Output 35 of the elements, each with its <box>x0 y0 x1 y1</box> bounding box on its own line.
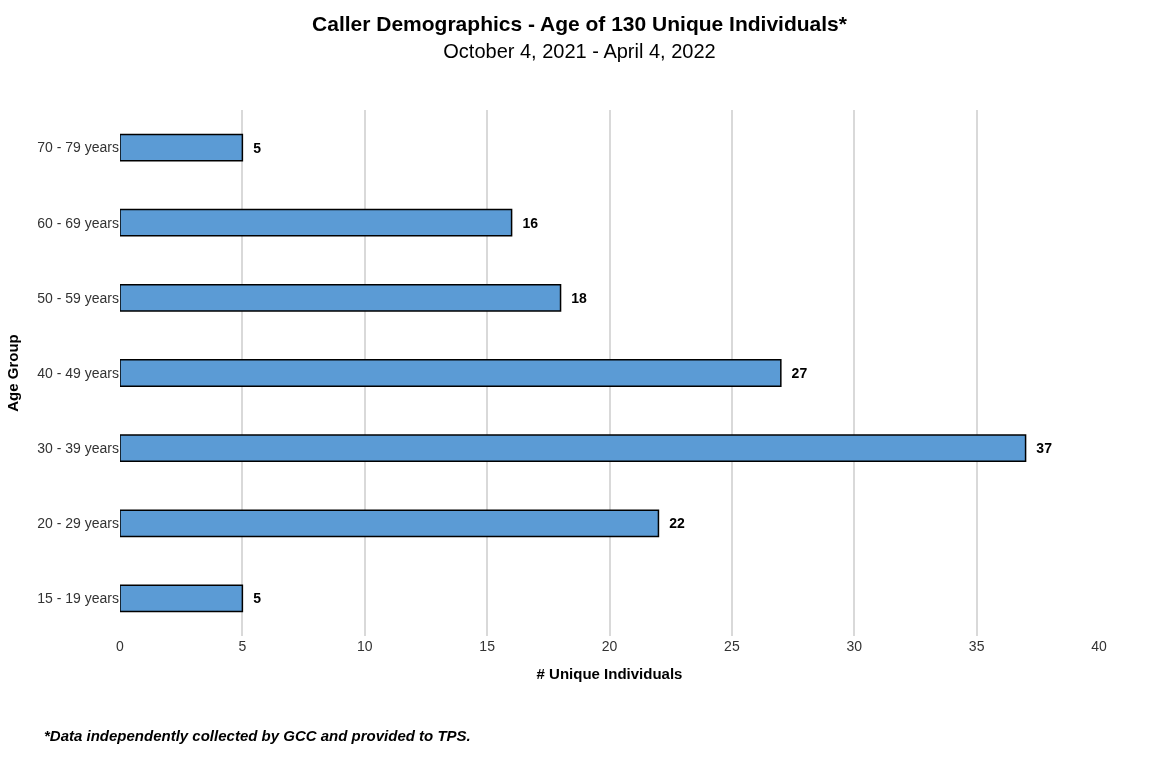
x-tick-label: 0 <box>116 638 125 654</box>
data-label: 22 <box>661 515 686 532</box>
x-tick-label: 25 <box>724 638 740 654</box>
x-tick-label: 15 <box>479 638 496 654</box>
bar <box>120 208 513 237</box>
x-axis-title: # Unique Individuals <box>536 665 683 682</box>
x-tick-label: 5 <box>238 638 247 654</box>
y-tick-label: 40 - 49 years <box>37 364 119 381</box>
bar <box>120 133 244 162</box>
data-label: 18 <box>563 289 588 306</box>
x-tick-label: 30 <box>846 638 863 654</box>
bar <box>120 509 660 538</box>
data-label: 27 <box>783 365 808 381</box>
y-axis-title: Age Group <box>3 334 21 412</box>
bar <box>120 584 244 613</box>
chart-title: Caller Demographics - Age of 130 Unique Individuals* <box>312 11 848 35</box>
x-tick-label: 20 <box>601 638 618 654</box>
data-label: 5 <box>245 590 262 607</box>
chart-subtitle: October 4, 2021 - April 4, 2022 <box>443 39 716 62</box>
y-tick-label: 60 - 69 years <box>37 214 119 231</box>
bar <box>120 359 782 387</box>
y-tick-label: 15 - 19 years <box>37 590 119 607</box>
data-label: 37 <box>1028 440 1053 457</box>
x-tick-label: 10 <box>356 638 373 654</box>
bar <box>120 283 562 312</box>
bar <box>120 434 1027 463</box>
x-tick-label: 40 <box>1091 638 1107 654</box>
y-tick-label: 50 - 59 years <box>37 289 119 306</box>
y-tick-label: 30 - 39 years <box>37 440 119 457</box>
y-tick-label: 20 - 29 years <box>37 515 119 532</box>
y-tick-label: 70 - 79 years <box>37 139 119 156</box>
data-label: 16 <box>514 214 539 231</box>
data-label: 5 <box>245 139 262 156</box>
text: *Data independently collected by GCC and provided to TPS. <box>44 727 471 744</box>
x-tick-label: 35 <box>968 638 985 654</box>
